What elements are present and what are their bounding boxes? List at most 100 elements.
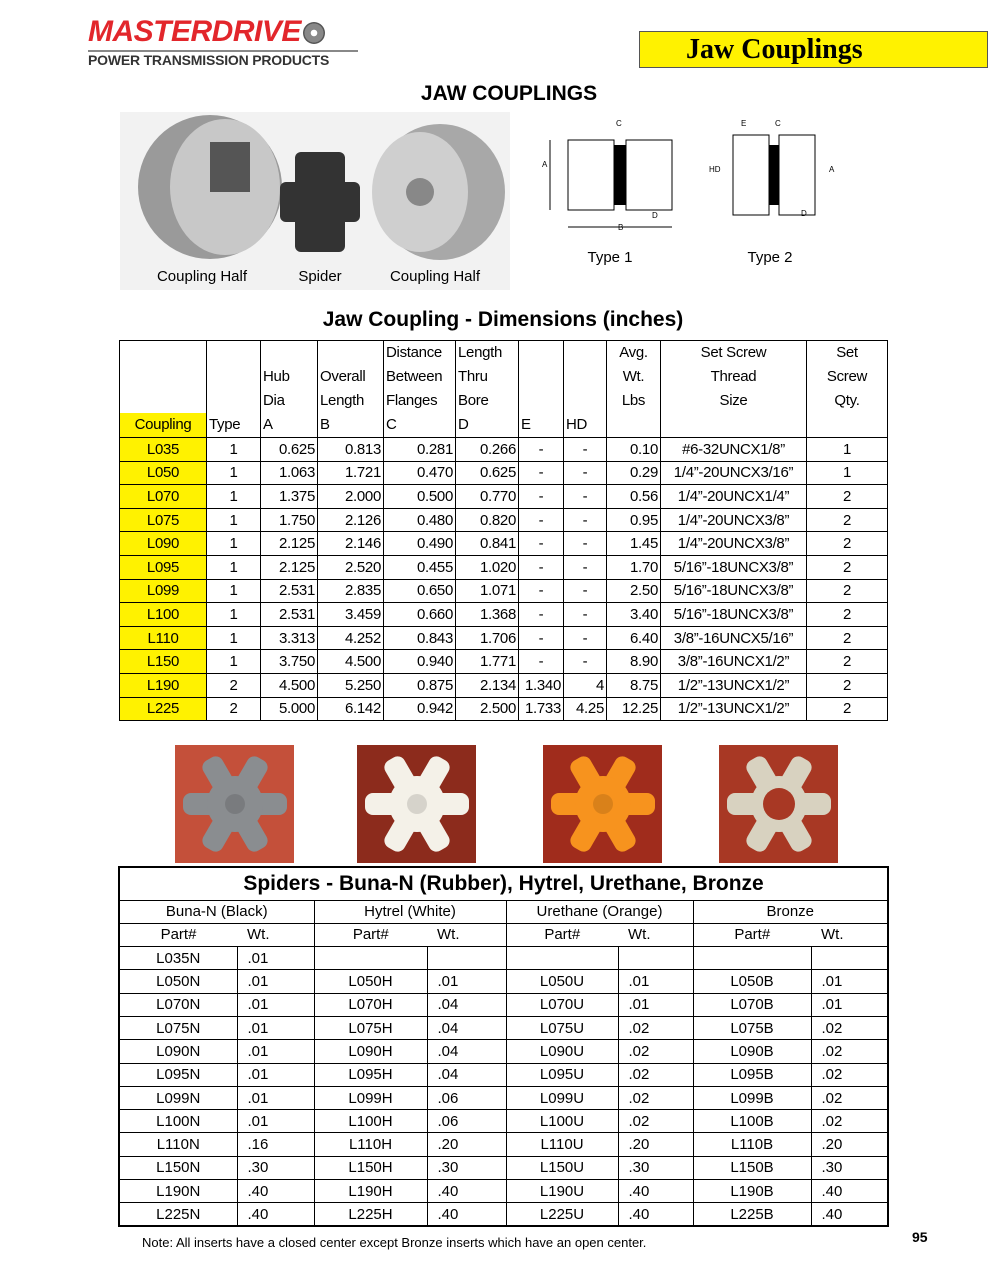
table-cell: -	[563, 578, 607, 604]
part-number-cell: L035N	[119, 946, 238, 971]
weight-header: Wt.	[237, 923, 315, 948]
table-row: L099N .01 L099H .06 L099U .02 L099B .02	[119, 1086, 889, 1111]
part-number-cell: L110B	[693, 1132, 812, 1157]
table-cell: 1	[206, 649, 261, 674]
table-cell: 0.56	[606, 484, 661, 509]
table-cell: 6.142	[317, 696, 384, 722]
coupling-code: L099	[119, 578, 207, 604]
table-row: L095 1 2.125 2.520 0.455 1.020- -1.70 5/16”-18U…	[119, 554, 888, 580]
table-cell: 3/8”-16UNCX5/16”	[660, 625, 807, 651]
table-cell: -	[563, 484, 607, 509]
table-cell: 12.25	[606, 696, 661, 722]
weight-cell: .40	[811, 1202, 889, 1227]
spider-photo-urethane	[543, 745, 662, 863]
part-number-cell: L225U	[506, 1202, 619, 1227]
table-row: L099 1 2.531 2.835 0.650 1.071- -2.50 5/16”-18U…	[119, 578, 888, 604]
table-row: L100N .01 L100H .06 L100U .02 L100B .02	[119, 1109, 889, 1134]
coupling-code: L050	[119, 460, 207, 486]
part-number-cell: L075B	[693, 1016, 812, 1041]
coupling-code: L095	[119, 554, 207, 580]
part-header: Part#	[119, 923, 237, 948]
table-cell: 2	[806, 696, 888, 722]
weight-cell: .01	[811, 969, 889, 994]
weight-cell: .01	[237, 969, 315, 994]
part-number-cell: L099H	[314, 1086, 428, 1111]
table-cell: #6-32UNCX1/8”	[660, 437, 807, 462]
weight-cell: .01	[237, 1039, 315, 1064]
table-cell: 8.75	[606, 672, 661, 698]
dim-label: A	[829, 165, 835, 174]
coupling-code: L075	[119, 507, 207, 533]
part-number-cell: L095N	[119, 1063, 238, 1087]
table-cell: 1	[206, 625, 261, 651]
part-number-cell: L110H	[314, 1132, 428, 1157]
part-number-cell: L150N	[119, 1156, 238, 1181]
table-row: L090 1 2.125 2.146 0.490 0.841- -1.45 1/4”-20UN…	[119, 531, 888, 556]
table-cell: 1.750	[260, 507, 318, 533]
column-header: Distance Between Flanges	[383, 340, 456, 413]
table-row: L225 2 5.000 6.142 0.942 2.500 1.733 4.25 12.25 1…	[119, 696, 888, 722]
table-cell: 2.50	[606, 578, 661, 604]
table-row: L050N .01 L050H .01 L050U .01 L050B .01	[119, 969, 889, 994]
coupling-code: L150	[119, 649, 207, 674]
coupling-code: L110	[119, 625, 207, 651]
table-cell: 2.520	[317, 554, 384, 580]
table-cell: 1	[206, 507, 261, 533]
dim-label: D	[652, 211, 658, 220]
table-cell: 1	[206, 484, 261, 509]
table-cell: 1	[806, 460, 888, 486]
part-number-cell: L110N	[119, 1132, 238, 1157]
table-cell: -	[518, 554, 564, 580]
weight-cell: .02	[618, 1086, 694, 1111]
part-number-cell: L150U	[506, 1156, 619, 1181]
table-cell: 0.770	[455, 484, 519, 509]
part-number-cell: L070N	[119, 993, 238, 1017]
table-cell: 0.281	[383, 437, 456, 462]
table-cell: -	[518, 625, 564, 651]
weight-cell: .40	[618, 1202, 694, 1227]
table-row: L070 1 1.375 2.000 0.500 0.770- -0.56 1/4”-20UN…	[119, 484, 888, 509]
table-cell: 2	[806, 507, 888, 533]
weight-cell: .16	[237, 1132, 315, 1157]
table-cell: 2.134	[455, 672, 519, 698]
weight-cell: .06	[427, 1086, 507, 1111]
page-number: 95	[912, 1229, 928, 1245]
weight-cell: .01	[618, 969, 694, 994]
table-cell: 0.266	[455, 437, 519, 462]
part-number-cell	[693, 946, 812, 971]
table-cell: 5/16”-18UNCX3/8”	[660, 602, 807, 627]
table-cell: 3.40	[606, 602, 661, 627]
weight-cell: .02	[811, 1016, 889, 1041]
table-cell: 1/4”-20UNCX3/8”	[660, 531, 807, 556]
table-row: L090N .01 L090H .04 L090U .02 L090B .02	[119, 1039, 889, 1064]
section-banner: Jaw Couplings	[639, 31, 988, 68]
dimensions-title: Jaw Coupling - Dimensions (inches)	[322, 308, 684, 331]
part-number-cell: L070B	[693, 993, 812, 1017]
part-number-cell	[506, 946, 619, 971]
table-cell: 2	[806, 578, 888, 604]
table-cell: 2	[206, 672, 261, 698]
table-cell: 2	[806, 625, 888, 651]
table-cell: 0.820	[455, 507, 519, 533]
dim-label: B	[618, 223, 624, 232]
part-header: Part#	[506, 923, 618, 948]
part-number-cell: L050B	[693, 969, 812, 994]
table-cell: 2	[806, 602, 888, 627]
table-cell: 2.125	[260, 531, 318, 556]
weight-cell	[618, 946, 694, 971]
caption-spider: Spider	[298, 268, 342, 285]
table-cell: 0.480	[383, 507, 456, 533]
table-cell: 2.125	[260, 554, 318, 580]
column-header: Length Thru Bore	[455, 340, 519, 413]
table-cell: 0.660	[383, 602, 456, 627]
coupling-photo: Coupling Half Spider Coupling Half	[120, 112, 510, 290]
column-header	[563, 340, 607, 413]
table-cell: 0.10	[606, 437, 661, 462]
table-cell: 1.340	[518, 672, 564, 698]
table-cell: 0.95	[606, 507, 661, 533]
weight-cell	[427, 946, 507, 971]
table-cell: 0.500	[383, 484, 456, 509]
table-cell: 0.455	[383, 554, 456, 580]
table-cell: -	[563, 554, 607, 580]
table-cell: 5.000	[260, 696, 318, 722]
